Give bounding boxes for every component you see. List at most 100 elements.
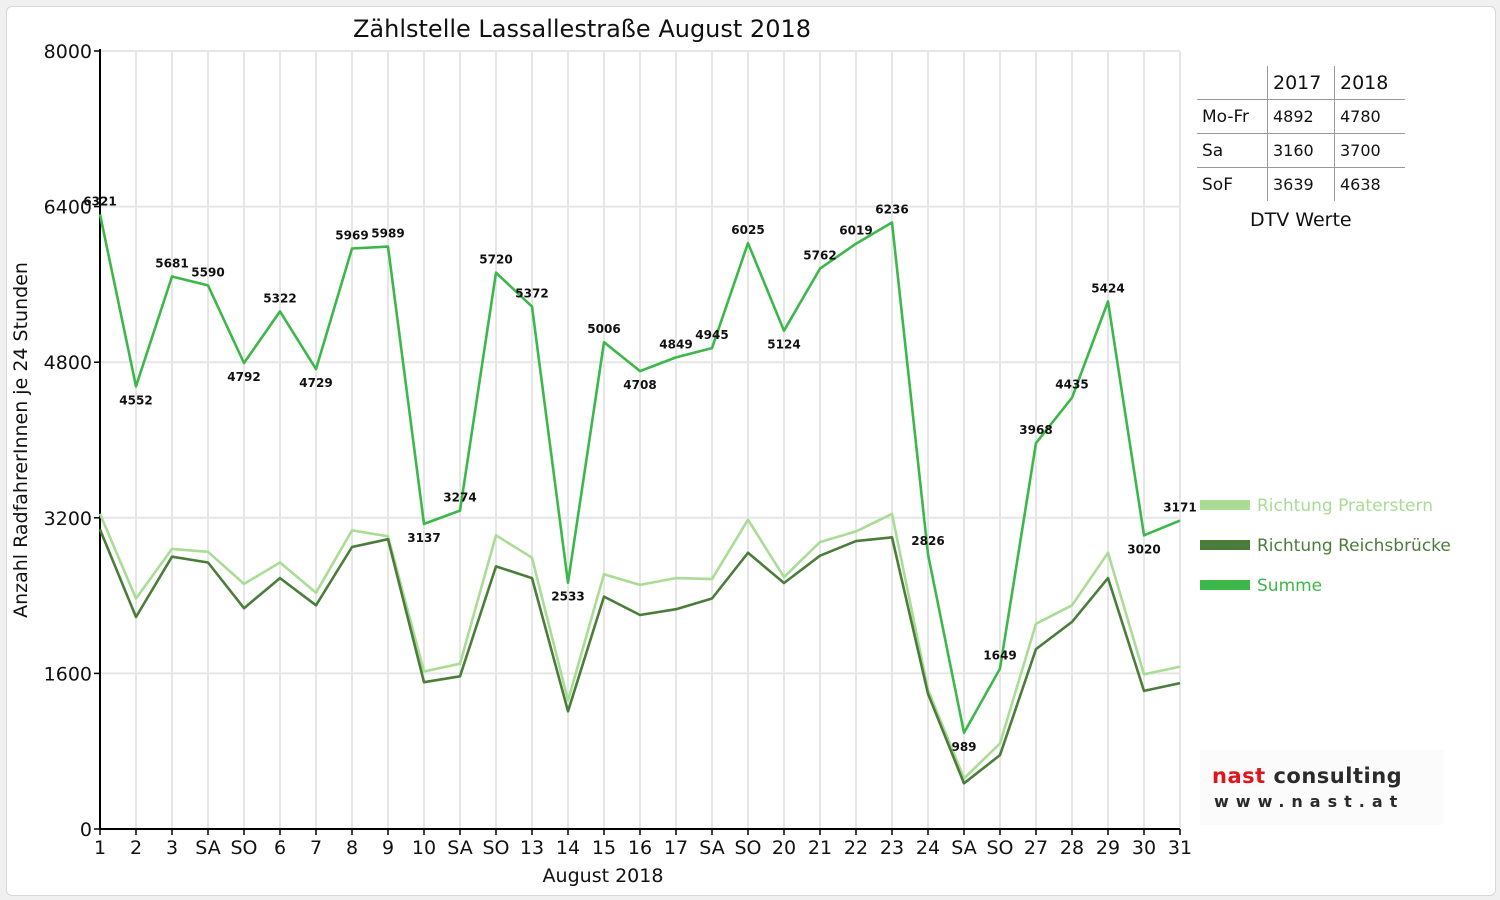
x-tick-label: SA <box>195 837 220 859</box>
logo-name: nast consulting <box>1212 764 1402 788</box>
logo-name-part1: nast <box>1212 764 1266 788</box>
data-label-summe: 3137 <box>407 531 440 545</box>
chart-title: Zählstelle Lassallestraße August 2018 <box>353 15 811 43</box>
dtv-caption: DTV Werte <box>1250 209 1352 231</box>
x-tick-label: 23 <box>880 837 904 859</box>
dtv-row-mofr: Mo-Fr 4892 4780 <box>1197 99 1405 134</box>
legend-swatch-praterstern <box>1200 500 1250 510</box>
data-label-summe: 3020 <box>1127 542 1160 556</box>
logo-name-part2: consulting <box>1273 764 1403 788</box>
x-tick-label: 10 <box>412 837 436 859</box>
y-axis-label: Anzahl RadfahrerInnen je 24 Stunden <box>10 262 32 618</box>
y-tick-label: 4800 <box>44 352 92 374</box>
dtv-row-label: Mo-Fr <box>1197 99 1268 134</box>
legend-swatch-reichsbruecke <box>1200 540 1250 550</box>
grid-layer <box>100 50 1181 829</box>
data-label-summe: 4792 <box>227 370 260 384</box>
x-tick-label: 30 <box>1132 837 1156 859</box>
series-line-praterstern <box>98 512 1181 780</box>
legend-label-summe: Summe <box>1257 576 1322 596</box>
data-label-summe: 4729 <box>299 376 332 390</box>
dtv-cell-2017: 3160 <box>1267 133 1335 168</box>
data-label-summe: 4552 <box>119 393 152 407</box>
series-line-reichsbruecke <box>98 529 1181 785</box>
x-tick-label: 8 <box>346 837 358 859</box>
axis-layer: 1 2 3 SA SO 6 7 8 9 10 SA SO 13 14 15 16 17 SA SO 20 21 22 23 2… <box>44 41 1192 859</box>
data-label-summe: 2533 <box>551 590 584 604</box>
data-label-summe: 1649 <box>983 649 1016 663</box>
dtv-cell-2018: 3700 <box>1334 133 1405 168</box>
dtv-cell-2018: 4638 <box>1340 175 1381 194</box>
dtv-table: 2017 2018 Mo-Fr 4892 4780 Sa 3160 3700 S… <box>1197 66 1405 201</box>
data-label-summe: 989 <box>951 740 976 754</box>
x-tick-label: 29 <box>1096 837 1120 859</box>
x-axis-label: August 2018 <box>543 865 664 887</box>
data-label-summe: 5006 <box>587 322 620 336</box>
dtv-row-label: Sa <box>1197 133 1268 168</box>
x-tick-label: 14 <box>556 837 580 859</box>
data-label-summe: 4435 <box>1055 378 1088 392</box>
data-label-summe: 6236 <box>875 203 908 217</box>
y-tick-label: 8000 <box>44 41 92 63</box>
x-tick-label: 28 <box>1060 837 1084 859</box>
data-label-summe: 3274 <box>443 491 476 505</box>
data-label-summe: 4708 <box>623 378 656 392</box>
y-tick-label: 6400 <box>44 197 92 219</box>
series-line-summe <box>98 214 1181 735</box>
data-label-summe: 5681 <box>155 257 188 271</box>
x-tick-label: 17 <box>664 837 688 859</box>
x-tick-label: 22 <box>844 837 868 859</box>
data-label-summe: 6019 <box>839 224 872 238</box>
dtv-header-2018: 2018 <box>1334 66 1405 100</box>
legend-label-reichsbruecke: Richtung Reichsbrücke <box>1257 536 1451 556</box>
x-tick-label: 15 <box>592 837 616 859</box>
data-label-summe: 5762 <box>803 249 836 263</box>
x-tick-label: SO <box>734 837 761 859</box>
data-label-summe: 5372 <box>515 287 548 301</box>
legend-swatch-summe <box>1200 580 1250 590</box>
legend: Richtung Praterstern Richtung Reichsbrüc… <box>1200 496 1451 596</box>
x-tick-label: SA <box>447 837 472 859</box>
x-tick-label: 6 <box>274 837 286 859</box>
data-label-summe: 5969 <box>335 229 368 243</box>
x-tick-label: 9 <box>382 837 394 859</box>
series-layer <box>98 214 1181 785</box>
dtv-row-label: SoF <box>1197 167 1268 201</box>
x-tick-label: SO <box>482 837 509 859</box>
data-label-summe: 4945 <box>695 328 728 342</box>
data-label-summe: 5989 <box>371 227 404 241</box>
data-label-summe: 5424 <box>1091 282 1124 296</box>
data-label-summe: 4849 <box>659 337 692 351</box>
y-tick-label: 3200 <box>44 508 92 530</box>
x-tick-label: 7 <box>310 837 322 859</box>
x-tick-label: SO <box>986 837 1013 859</box>
data-label-summe: 6321 <box>83 194 116 208</box>
y-tick-label: 0 <box>80 819 92 841</box>
dtv-row-sa: Sa 3160 3700 <box>1197 133 1405 168</box>
data-label-summe: 3968 <box>1019 423 1052 437</box>
x-tick-label: 24 <box>916 837 940 859</box>
data-label-summe: 5322 <box>263 291 296 305</box>
dtv-header-2017: 2017 <box>1267 66 1335 100</box>
x-tick-label: 13 <box>520 837 544 859</box>
x-tick-label: 16 <box>628 837 652 859</box>
x-tick-label: 2 <box>130 837 142 859</box>
x-tick-label: 21 <box>808 837 832 859</box>
dtv-cell-2017: 3639 <box>1267 167 1335 201</box>
dtv-cell-2018: 4780 <box>1334 99 1405 134</box>
data-label-summe: 3171 <box>1163 501 1196 515</box>
legend-label-praterstern: Richtung Praterstern <box>1257 496 1433 516</box>
company-logo: nast consulting www.nast.at <box>1200 750 1443 825</box>
data-label-summe: 5720 <box>479 253 512 267</box>
data-label-summe: 6025 <box>731 223 764 237</box>
x-tick-label: 3 <box>166 837 178 859</box>
data-label-summe: 2826 <box>911 534 944 548</box>
x-tick-label: SA <box>951 837 976 859</box>
dtv-header-row: 2017 2018 <box>1197 66 1405 100</box>
dtv-row-sof: SoF 3639 4638 <box>1197 167 1405 201</box>
x-tick-label: SO <box>230 837 257 859</box>
x-tick-label: 1 <box>94 837 106 859</box>
x-tick-label: 20 <box>772 837 796 859</box>
dtv-header-empty <box>1197 66 1268 100</box>
